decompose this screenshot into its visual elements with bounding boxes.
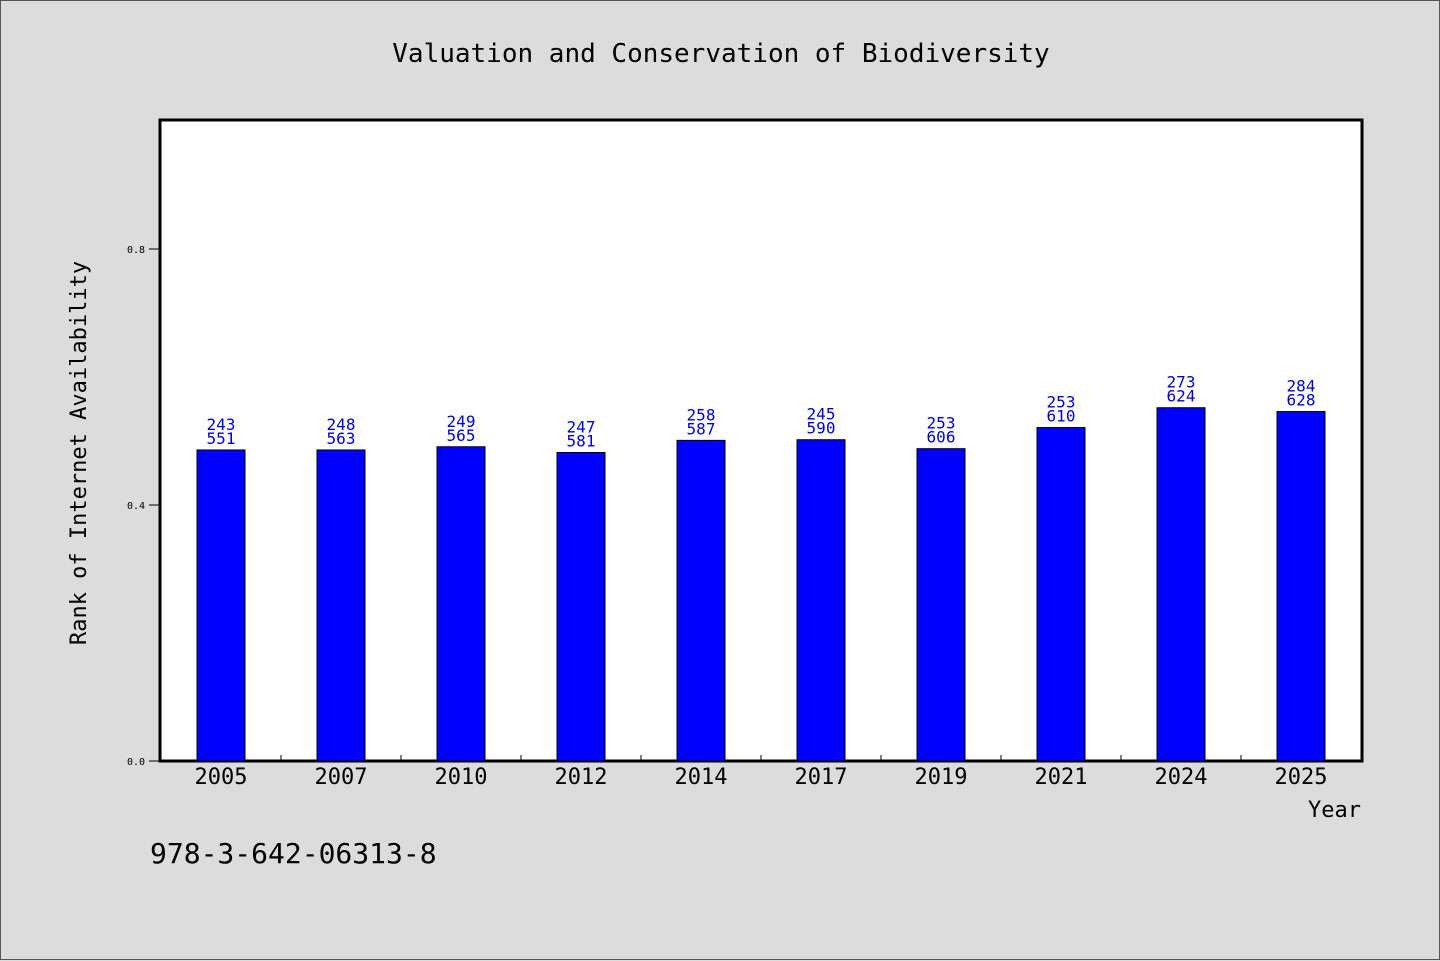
bar-label-bottom-2024: 624 [1167, 387, 1196, 406]
bar-label-top-2024: 273 [1167, 373, 1196, 392]
ticks-group: 0.0 0.4 0.8 [127, 245, 1242, 768]
bar-2010 [436, 446, 486, 762]
bar-label-top-2007: 248 [327, 415, 356, 434]
bar-label-bottom-2007: 563 [327, 429, 356, 448]
bar-label-bottom-2014: 587 [687, 419, 716, 438]
x-tick-label-2012: 2012 [555, 765, 608, 790]
x-axis-label: Year [1308, 798, 1361, 823]
bar-label-bottom-2005: 551 [207, 429, 236, 448]
x-tick-label-2024: 2024 [1155, 765, 1208, 790]
bar-label-top-2014: 258 [687, 405, 716, 424]
x-tick-label-2017: 2017 [795, 765, 848, 790]
x-tick-label-2025: 2025 [1275, 765, 1328, 790]
bar-label-top-2012: 247 [567, 418, 596, 437]
bar-2025 [1276, 411, 1326, 762]
bar-label-bottom-2019: 606 [927, 428, 956, 447]
bar-2019 [916, 448, 966, 762]
bar-2007 [316, 449, 366, 762]
bar-2014 [676, 439, 726, 762]
chart-title: Valuation and Conservation of Biodiversi… [392, 39, 1049, 69]
bar-label-bottom-2010: 565 [447, 426, 476, 445]
bar-label-bottom-2021: 610 [1047, 407, 1076, 426]
isbn-text: 978-3-642-06313-8 [150, 837, 437, 870]
bar-label-bottom-2017: 590 [807, 419, 836, 438]
y-axis-label: Rank of Internet Availability [67, 261, 92, 645]
x-tick-label-2019: 2019 [915, 765, 968, 790]
bar-2005 [196, 449, 246, 762]
bar-label-top-2021: 253 [1047, 393, 1076, 412]
bar-2024 [1156, 407, 1206, 762]
bar-label-bottom-2012: 581 [567, 432, 596, 451]
y-tick-label-0.0: 0.0 [127, 757, 145, 768]
bar-2021 [1036, 427, 1086, 762]
x-tick-label-2005: 2005 [195, 765, 248, 790]
y-tick-label-0.8: 0.8 [127, 245, 145, 256]
bar-label-bottom-2025: 628 [1287, 391, 1316, 410]
x-tick-label-2014: 2014 [675, 765, 728, 790]
bar-label-top-2017: 245 [807, 405, 836, 424]
x-tick-label-2010: 2010 [435, 765, 488, 790]
bar-label-top-2019: 253 [927, 414, 956, 433]
bars-group [196, 407, 1326, 762]
bar-2017 [796, 439, 846, 762]
bar-2012 [556, 452, 606, 762]
bar-label-top-2025: 284 [1287, 377, 1316, 396]
x-tick-label-2007: 2007 [315, 765, 368, 790]
y-tick-label-0.4: 0.4 [127, 501, 145, 512]
x-tick-label-2021: 2021 [1035, 765, 1088, 790]
bar-label-top-2010: 249 [447, 412, 476, 431]
bar-label-top-2005: 243 [207, 415, 236, 434]
